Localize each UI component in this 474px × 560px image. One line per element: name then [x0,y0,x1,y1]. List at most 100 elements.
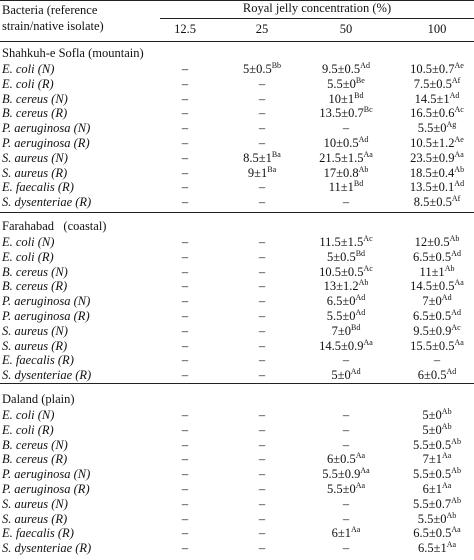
cell-letters: Ab [451,466,461,476]
cell: 10.5±1.2Ae [410,136,464,151]
row-name: B. cereus (R) [2,279,68,294]
row-name: E. faecalis (R) [2,353,74,368]
row-name: S. aureus (R) [2,338,68,353]
cell: – [258,180,266,195]
cell-value: 6.5±1 [417,541,447,556]
cell-value: 16.5±0.6 [410,106,455,121]
cell: 6.5±0.5Ad [413,249,461,264]
cell-letters: Bd [354,90,364,100]
cell-letters: Ab [451,495,461,505]
cell: – [342,408,350,422]
cell: – [258,408,266,422]
cell: – [181,165,189,180]
cell-value: 8.5±1 [243,150,272,165]
cell: 5.5±0Be [327,76,365,91]
cell: 12±0.5Ab [414,234,460,250]
cell-value: 10.5±0.5 [319,264,364,279]
cell-value: 5.5±0 [326,482,356,496]
cell: 14.5±0.9Aa [319,338,373,353]
cell: – [433,353,441,368]
cell-value: 5±0 [331,368,351,383]
cell: – [258,294,266,309]
cell: 11.5±1.5Ac [319,235,372,250]
cell: 9±1Ba [248,164,277,180]
cell-value: 6.5±0.5 [413,249,452,264]
section-label: Farahabad (coastal) [2,219,107,233]
cell-letters: Aa [446,540,457,550]
cell-value: 5.5±0.5 [413,467,452,482]
cell-value: 14.5±1 [414,91,450,106]
cell-letters: Ab [449,234,460,243]
column-header: 12.5 [174,22,196,36]
cell-letters: Ae [454,61,464,70]
cell-letters: Ac [454,105,464,115]
section-label: Daland (plain) [2,392,75,406]
cell-value: 5.5±0 [327,76,356,91]
cell: – [181,264,189,279]
cell-value: 6±1 [422,482,443,496]
cell-value: 5.5±0 [417,511,447,526]
cell: 17±0.8Ab [323,164,369,180]
cell-value: 12±0.5 [414,235,450,249]
cell: – [258,368,266,383]
cell: – [258,482,266,496]
column-header: 100 [427,22,447,36]
cell: 14.5±1Ad [414,91,460,106]
rule [0,0,474,1]
cell-value: 10±1 [328,91,355,106]
cell-value: 5.5±0 [326,309,356,323]
cell: – [342,496,350,511]
cell: – [181,541,189,556]
row-name: P. aeruginosa (N) [2,121,91,136]
cell: 5.5±0Ag [418,121,457,136]
cell-value: 7±0 [422,294,442,309]
cell-letters: Ab [451,436,461,446]
cell: 5.5±0.9Aa [322,467,369,482]
cell: – [181,511,189,526]
cell: – [181,452,189,467]
cell: 6±0.5Aa [327,452,365,467]
cell-letters: Aa [451,525,461,535]
cell: – [258,264,266,279]
column-header: 50 [339,22,353,36]
cell-value: 21.5±1.5 [319,150,364,165]
row-name: S. aureus (N) [2,150,68,165]
cell-letters: Bb [271,61,282,70]
cell-value: 17±0.8 [323,165,359,180]
cell-letters: Ad [441,293,452,303]
cell-letters: Ba [267,164,277,174]
cell-letters: Aa [351,525,361,535]
row-name: B. cereus (R) [2,106,68,121]
cell: 10.5±0.7Ae [410,61,464,77]
cell: 10±0.5Ad [324,136,369,151]
cell: 5±0.5Bb [243,61,282,77]
cell: – [181,106,189,121]
cell: 13.5±0.7Bc [319,106,372,121]
cell: – [181,91,189,106]
rule [0,383,474,384]
cell-letters: Aa [363,149,373,159]
cell-letters: Ab [358,164,369,174]
cell: – [258,106,266,121]
cell-value: 5±0 [422,408,442,422]
row-name: S. aureus (R) [2,165,68,180]
cell: 5.5±0Ab [417,511,457,526]
cell: 7±1Aa [423,452,452,467]
cell-letters: Bd [353,179,364,189]
cell: – [258,496,266,511]
cell-value: 14.5±0.5 [410,279,455,294]
cell-letters: Ad [355,308,366,317]
cell: – [181,294,189,309]
cell-value: 9.5±0.5 [322,62,361,76]
row-name: E. coli (R) [2,422,54,437]
row-name: B. cereus (N) [2,437,68,452]
row-name: E. coli (N) [2,62,55,76]
row-name: B. cereus (N) [2,264,68,279]
cell: 13±1.2Ab [324,279,369,294]
cell-value: 5.5±0.7 [413,496,452,511]
row-name: S. dysenteriae (R) [2,368,92,383]
cell: 5±0Ab [422,422,451,437]
cell-value: 11±1 [328,180,354,195]
row-name: E. coli (R) [2,76,54,91]
cell-letters: Ab [454,164,465,174]
